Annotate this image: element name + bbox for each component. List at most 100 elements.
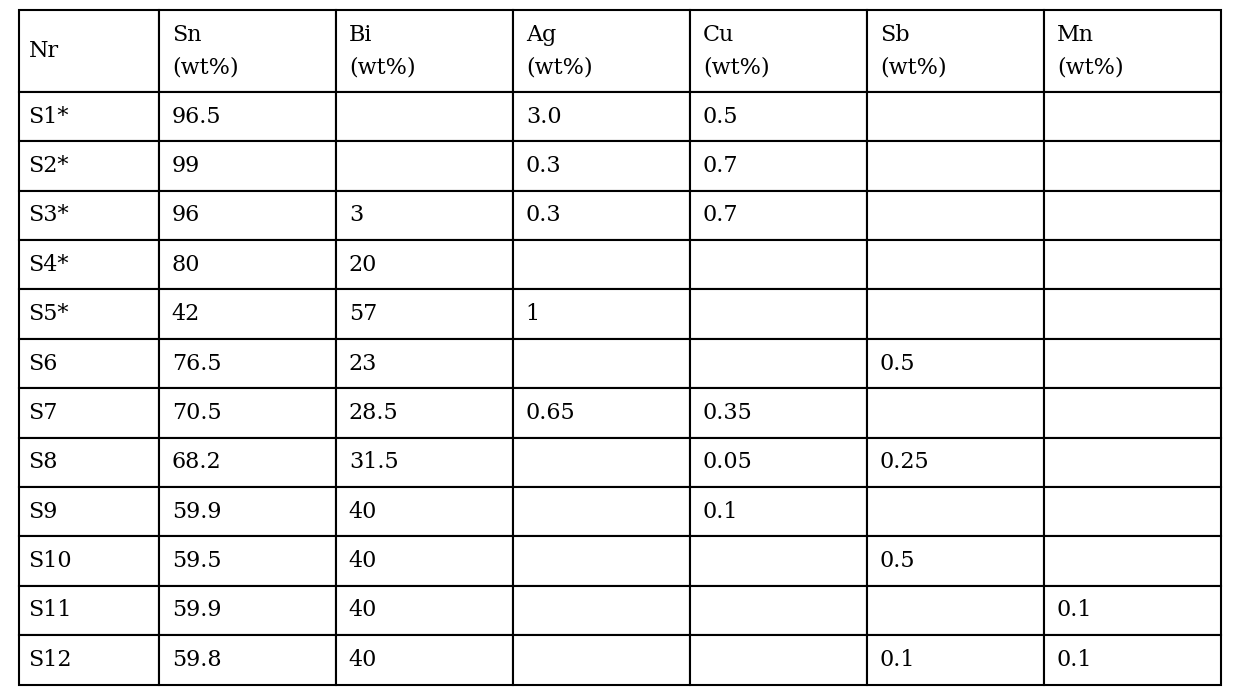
Text: 59.5: 59.5 — [172, 550, 221, 572]
Bar — [19, 92, 160, 141]
Text: 40: 40 — [348, 500, 377, 523]
Bar — [868, 389, 1044, 438]
Text: 0.1: 0.1 — [1056, 600, 1092, 621]
Bar — [19, 290, 160, 339]
Bar — [160, 438, 336, 487]
Text: 1: 1 — [526, 303, 539, 325]
Bar — [513, 141, 691, 190]
Text: 80: 80 — [172, 254, 201, 276]
Text: (wt%): (wt%) — [348, 56, 415, 79]
Text: 40: 40 — [348, 600, 377, 621]
Bar — [513, 240, 691, 290]
Bar — [691, 190, 868, 240]
Text: (wt%): (wt%) — [172, 56, 238, 79]
Bar — [513, 635, 691, 685]
Text: 0.1: 0.1 — [1056, 649, 1092, 671]
Bar — [691, 240, 868, 290]
Bar — [336, 240, 513, 290]
Text: 59.9: 59.9 — [172, 600, 221, 621]
Text: Cu: Cu — [703, 24, 734, 46]
Bar — [691, 10, 868, 92]
Bar — [1044, 438, 1221, 487]
Bar — [160, 290, 336, 339]
Text: 0.7: 0.7 — [703, 155, 738, 177]
Bar — [336, 487, 513, 537]
Bar — [691, 635, 868, 685]
Bar — [1044, 389, 1221, 438]
Text: 57: 57 — [348, 303, 377, 325]
Text: 0.1: 0.1 — [703, 500, 738, 523]
Bar — [691, 537, 868, 586]
Bar — [513, 10, 691, 92]
Bar — [160, 537, 336, 586]
Text: 99: 99 — [172, 155, 200, 177]
Bar — [336, 438, 513, 487]
Bar — [868, 92, 1044, 141]
Bar — [691, 438, 868, 487]
Text: 0.25: 0.25 — [880, 451, 930, 473]
Bar — [691, 290, 868, 339]
Text: S4*: S4* — [29, 254, 69, 276]
Bar — [868, 339, 1044, 389]
Text: S10: S10 — [29, 550, 72, 572]
Bar — [19, 635, 160, 685]
Bar — [19, 190, 160, 240]
Bar — [513, 487, 691, 537]
Text: 42: 42 — [172, 303, 200, 325]
Bar — [868, 10, 1044, 92]
Text: Sn: Sn — [172, 24, 201, 46]
Bar — [868, 141, 1044, 190]
Bar — [691, 92, 868, 141]
Bar — [868, 537, 1044, 586]
Bar — [160, 635, 336, 685]
Bar — [336, 339, 513, 389]
Bar — [160, 487, 336, 537]
Text: 20: 20 — [348, 254, 377, 276]
Bar — [513, 92, 691, 141]
Text: S7: S7 — [29, 402, 58, 424]
Bar — [160, 141, 336, 190]
Text: S11: S11 — [29, 600, 72, 621]
Text: S8: S8 — [29, 451, 58, 473]
Bar — [1044, 190, 1221, 240]
Bar — [691, 389, 868, 438]
Bar — [160, 240, 336, 290]
Text: (wt%): (wt%) — [880, 56, 946, 79]
Text: (wt%): (wt%) — [526, 56, 593, 79]
Text: 40: 40 — [348, 550, 377, 572]
Bar — [336, 635, 513, 685]
Bar — [868, 635, 1044, 685]
Text: 28.5: 28.5 — [348, 402, 398, 424]
Text: 31.5: 31.5 — [348, 451, 398, 473]
Bar — [19, 10, 160, 92]
Bar — [513, 190, 691, 240]
Bar — [336, 190, 513, 240]
Bar — [336, 10, 513, 92]
Bar — [691, 586, 868, 635]
Bar — [19, 537, 160, 586]
Text: 3.0: 3.0 — [526, 106, 562, 128]
Text: Sb: Sb — [880, 24, 909, 46]
Text: 0.5: 0.5 — [880, 550, 915, 572]
Text: Bi: Bi — [348, 24, 372, 46]
Bar — [336, 92, 513, 141]
Text: 23: 23 — [348, 352, 377, 375]
Text: 96.5: 96.5 — [172, 106, 221, 128]
Bar — [868, 586, 1044, 635]
Text: (wt%): (wt%) — [703, 56, 769, 79]
Text: 76.5: 76.5 — [172, 352, 221, 375]
Bar — [19, 389, 160, 438]
Text: 0.7: 0.7 — [703, 204, 738, 227]
Bar — [336, 290, 513, 339]
Bar — [19, 438, 160, 487]
Text: 0.5: 0.5 — [703, 106, 738, 128]
Bar — [1044, 487, 1221, 537]
Bar — [19, 141, 160, 190]
Bar — [19, 487, 160, 537]
Bar — [160, 10, 336, 92]
Bar — [19, 586, 160, 635]
Bar — [513, 586, 691, 635]
Text: 0.3: 0.3 — [526, 155, 562, 177]
Bar — [160, 586, 336, 635]
Text: S1*: S1* — [29, 106, 69, 128]
